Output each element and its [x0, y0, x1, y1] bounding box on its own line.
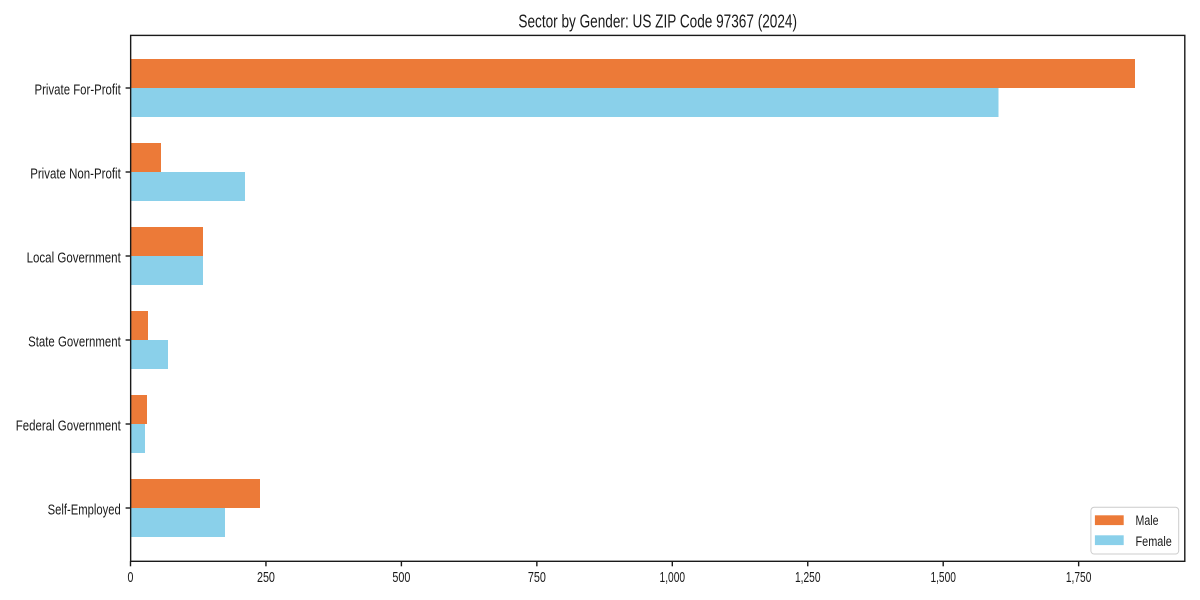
svg-text:500: 500 [392, 570, 410, 586]
svg-text:Sector by Gender: US ZIP Code: Sector by Gender: US ZIP Code 97367 (202… [518, 11, 797, 32]
svg-text:Self-Employed: Self-Employed [48, 502, 121, 518]
svg-text:Federal Government: Federal Government [16, 418, 121, 434]
svg-text:Local Government: Local Government [27, 250, 121, 266]
svg-text:State Government: State Government [28, 334, 121, 350]
svg-text:750: 750 [528, 570, 546, 586]
svg-text:1,500: 1,500 [930, 570, 956, 586]
svg-text:Private Non-Profit: Private Non-Profit [30, 166, 121, 182]
svg-text:Male: Male [1136, 513, 1159, 529]
svg-text:Female: Female [1136, 534, 1172, 550]
svg-text:1,250: 1,250 [795, 570, 821, 586]
svg-text:Private For-Profit: Private For-Profit [35, 82, 121, 98]
svg-text:0: 0 [128, 570, 134, 586]
svg-text:250: 250 [257, 570, 275, 586]
svg-text:1,750: 1,750 [1066, 570, 1092, 586]
svg-text:1,000: 1,000 [660, 570, 686, 586]
